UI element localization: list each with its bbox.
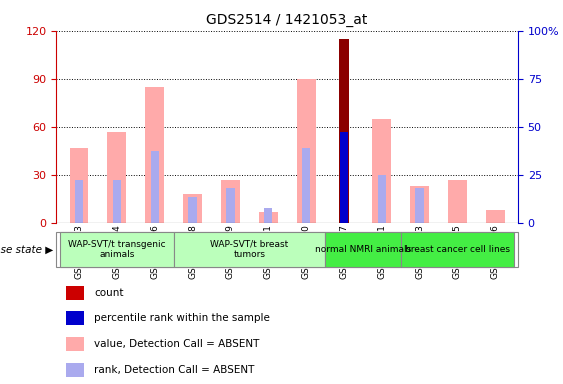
Text: WAP-SVT/t breast
tumors: WAP-SVT/t breast tumors (210, 240, 288, 259)
Bar (259, 212, 278, 223)
Text: percentile rank within the sample: percentile rank within the sample (95, 313, 270, 323)
Bar (339, 39, 349, 223)
Bar (75, 180, 83, 223)
Bar (66, 286, 84, 300)
Bar (145, 87, 164, 223)
Text: rank, Detection Call = ABSENT: rank, Detection Call = ABSENT (95, 365, 254, 375)
Text: normal NMRI animals: normal NMRI animals (315, 245, 411, 254)
Bar (302, 147, 310, 223)
Bar (410, 186, 429, 223)
Bar (264, 208, 272, 223)
Bar (150, 151, 159, 223)
Text: count: count (95, 288, 124, 298)
Bar (372, 119, 391, 223)
Bar (226, 187, 235, 223)
Bar (378, 175, 386, 223)
Bar (401, 232, 514, 267)
Bar (113, 180, 121, 223)
Bar (415, 187, 424, 223)
Bar (60, 232, 173, 267)
Text: disease state ▶: disease state ▶ (0, 245, 53, 255)
Text: WAP-SVT/t transgenic
animals: WAP-SVT/t transgenic animals (68, 240, 166, 259)
Bar (221, 180, 240, 223)
Bar (66, 363, 84, 377)
Bar (70, 147, 88, 223)
Bar (339, 132, 348, 223)
Text: value, Detection Call = ABSENT: value, Detection Call = ABSENT (95, 339, 260, 349)
Bar (448, 180, 467, 223)
Bar (183, 194, 202, 223)
Bar (297, 79, 315, 223)
Title: GDS2514 / 1421053_at: GDS2514 / 1421053_at (207, 13, 368, 27)
Bar (189, 197, 196, 223)
Bar (66, 311, 84, 325)
Bar (108, 132, 126, 223)
Bar (486, 210, 504, 223)
Bar (173, 232, 325, 267)
Bar (66, 337, 84, 351)
Text: breast cancer cell lines: breast cancer cell lines (405, 245, 510, 254)
Bar (325, 232, 401, 267)
